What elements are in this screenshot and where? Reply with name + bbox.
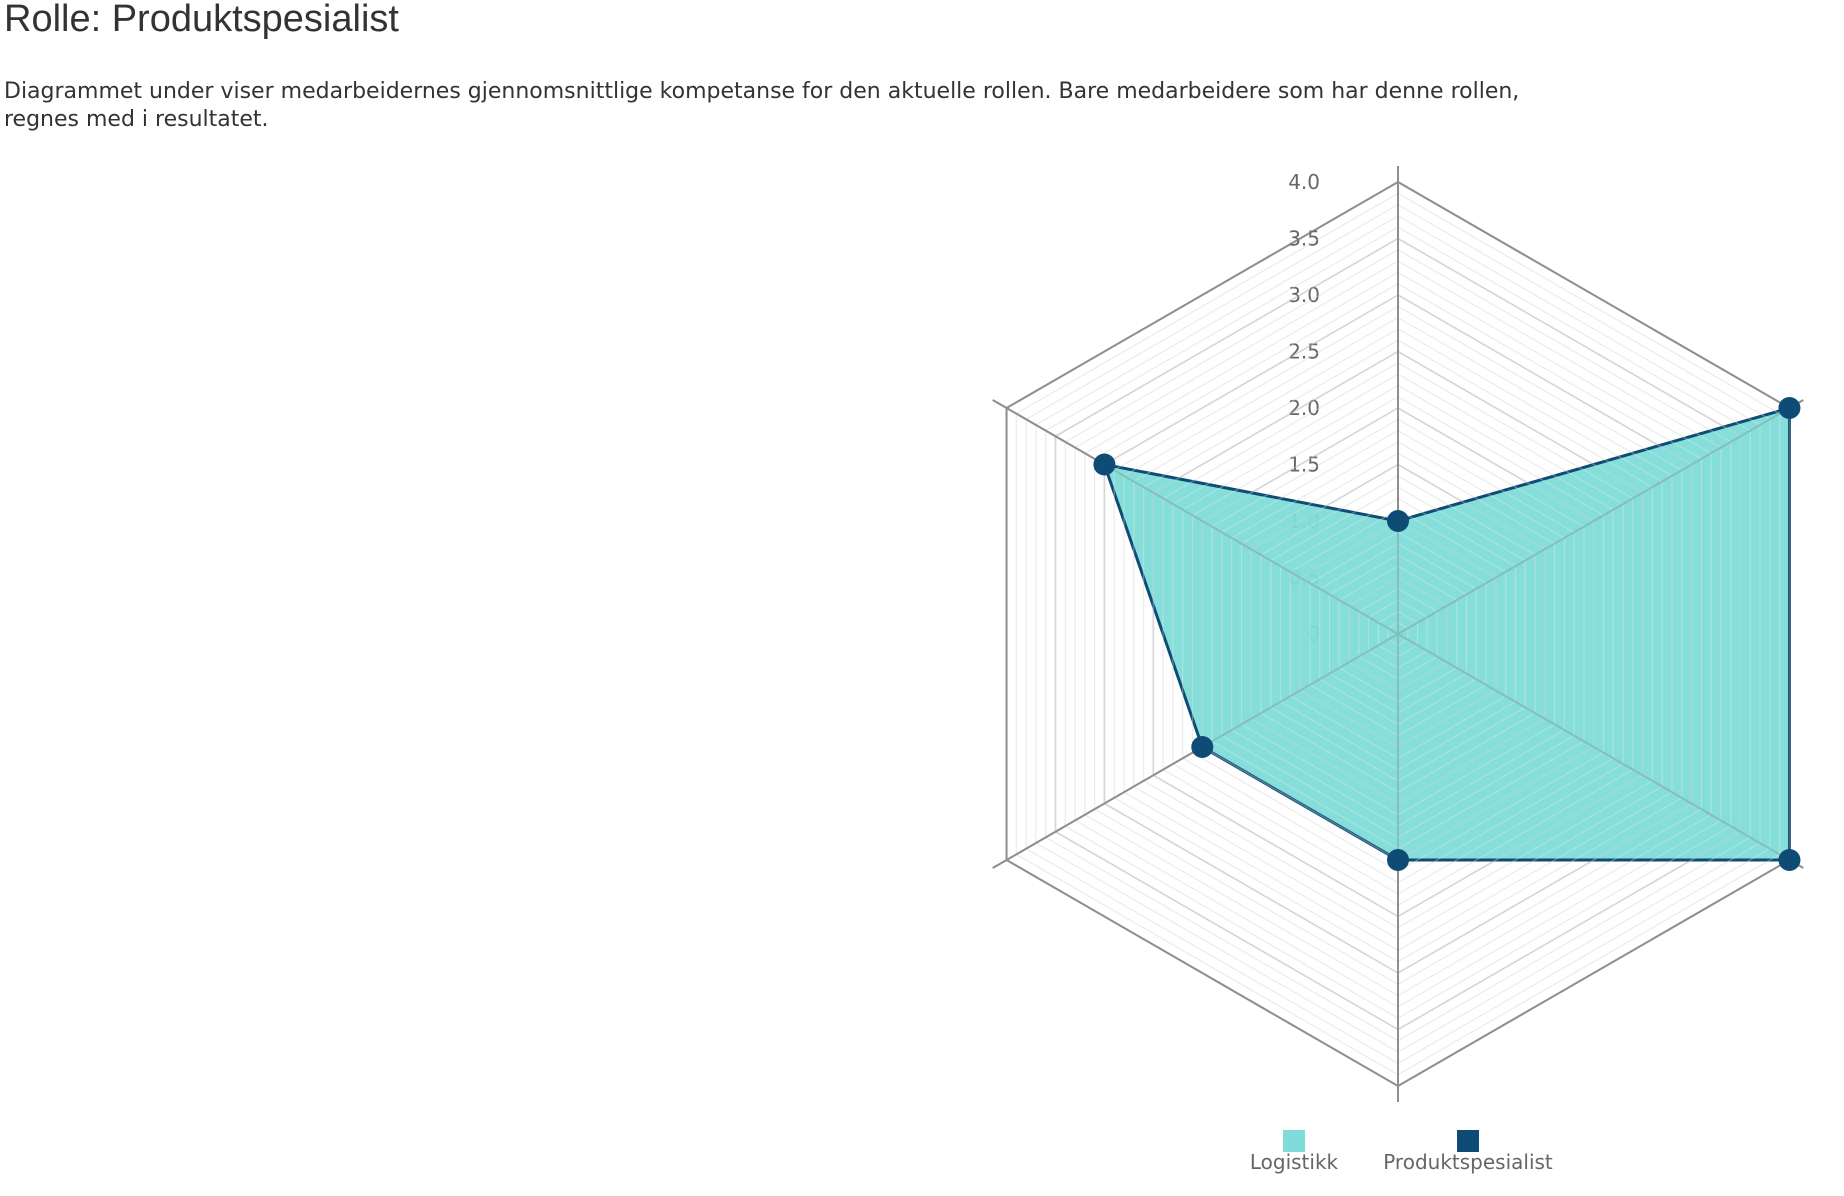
grid-ring-minor [1035,215,1761,1053]
grid-ring-minor [1240,452,1556,816]
grid-ring-minor [1338,565,1458,703]
grid-ring-minor [1064,249,1732,1019]
grid-ring-minor [1260,475,1536,793]
grid-ring-minor [1377,610,1419,658]
tick-label: 4.0 [1288,170,1320,194]
legend-swatch [1283,1130,1305,1152]
grid-ring-minor [1142,339,1654,929]
grid-ring-minor [1387,622,1409,646]
grid-ring-major [1152,350,1644,918]
grid-ring-minor [1015,192,1781,1076]
grid-ring-minor [1289,509,1507,759]
legend-label: Logistikk [1250,1150,1339,1174]
grid-ring-minor [1162,362,1634,906]
tick-label: 3.5 [1288,227,1320,251]
grid-ring-major [1299,520,1497,748]
page-description: Diagrammet under viser medarbeidernes gj… [4,79,1520,132]
radar-spoke [992,399,1399,635]
chart-legend: Logistikk Produktspesialist [1250,1130,1553,1174]
radar-spoke [1397,399,1804,635]
data-point [1387,510,1409,532]
grid-ring-minor [1231,441,1565,827]
grid-ring-minor [1094,283,1702,985]
grid-ring-minor [1368,599,1428,669]
grid-ring-minor [1309,531,1487,737]
grid-ring-minor [1025,203,1771,1065]
data-point [1778,397,1801,419]
grid-ring-major [1348,576,1448,692]
grid-ring-minor [1113,305,1683,963]
grid-ring-minor [1074,260,1722,1008]
grid-ring-minor [1358,588,1438,680]
grid-ring-minor [1123,316,1673,952]
grid-ring-minor [1172,373,1624,895]
legend-swatch [1457,1130,1479,1152]
tick-label: 2.0 [1288,396,1320,420]
tick-label: 2.5 [1288,340,1320,364]
grid-ring-minor [1084,271,1712,997]
grid-ring-minor [1133,328,1663,940]
grid-ring-minor [1211,418,1585,850]
grid-ring-major [1054,237,1742,1031]
grid-ring-minor [1182,384,1614,884]
legend-label: Produktspesialist [1383,1150,1553,1174]
grid-ring-major [1250,463,1546,805]
grid-ring-minor [1221,429,1575,839]
grid-ring-minor [1279,497,1517,771]
data-point [1387,849,1409,871]
tick-label: 3.0 [1288,283,1320,307]
data-point [1778,849,1801,871]
radar-spoke [1397,633,1804,869]
data-point [1093,453,1116,476]
grid-ring-minor [1319,542,1477,726]
grid-ring-minor [1328,554,1468,714]
page-title: Rolle: Produktspesialist [4,0,399,40]
grid-ring-minor [1270,486,1526,782]
grid-ring-minor [1191,396,1605,872]
data-point [1191,736,1214,758]
radar-series [992,166,1804,1102]
tick-label: 1.5 [1288,453,1320,477]
radar-grid-overlay [992,166,1804,1102]
grid-ring-minor [1045,226,1751,1042]
